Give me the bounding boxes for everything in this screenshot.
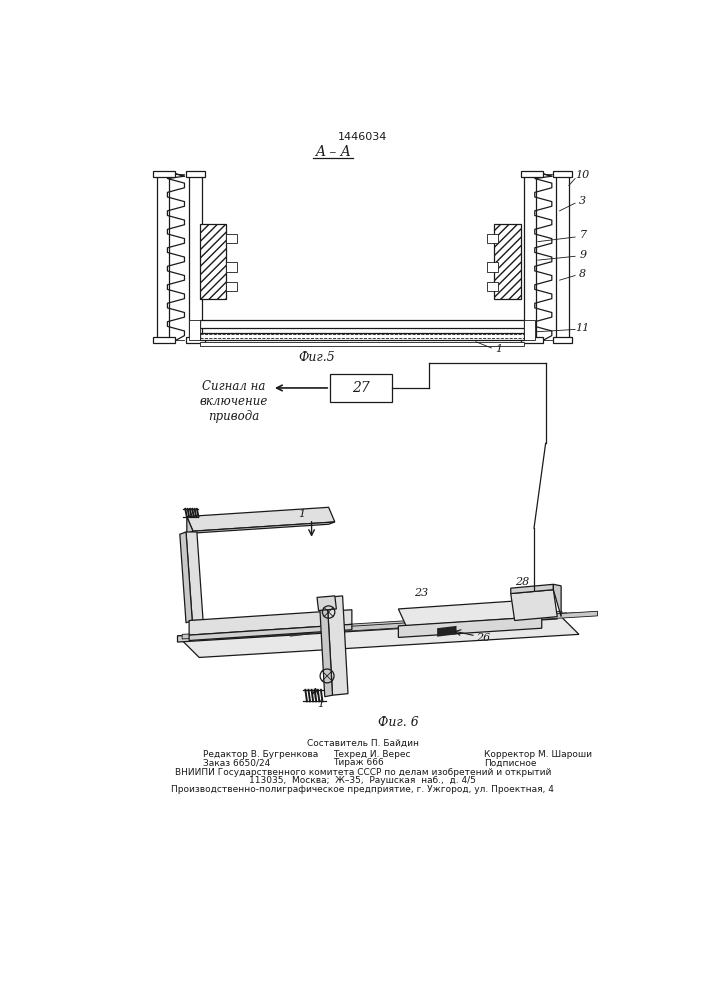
Polygon shape xyxy=(398,600,542,626)
Polygon shape xyxy=(187,507,335,531)
Text: Фиг. 6: Фиг. 6 xyxy=(378,716,419,729)
Text: 11: 11 xyxy=(575,323,590,333)
Polygon shape xyxy=(510,590,557,620)
Bar xyxy=(226,262,237,272)
Text: 9: 9 xyxy=(579,250,586,260)
Bar xyxy=(156,174,169,340)
Text: Заказ 6650/24: Заказ 6650/24 xyxy=(203,758,270,767)
Polygon shape xyxy=(182,611,562,639)
Text: Техред И. Верес: Техред И. Верес xyxy=(333,750,411,759)
Text: 7: 7 xyxy=(579,231,586,240)
Bar xyxy=(486,282,498,291)
Bar xyxy=(200,320,524,328)
Polygon shape xyxy=(180,532,192,623)
Polygon shape xyxy=(186,532,203,620)
Text: 1: 1 xyxy=(496,344,503,354)
Text: Производственно-полиграфическое предприятие, г. Ужгород, ул. Проектная, 4: Производственно-полиграфическое предприя… xyxy=(171,785,554,794)
Bar xyxy=(521,171,542,177)
Polygon shape xyxy=(218,611,597,639)
Polygon shape xyxy=(177,613,579,657)
Bar xyxy=(494,224,521,299)
Polygon shape xyxy=(290,627,309,637)
Bar xyxy=(486,262,498,272)
Bar xyxy=(226,234,237,243)
Text: 1446034: 1446034 xyxy=(338,132,387,142)
Polygon shape xyxy=(320,597,332,697)
Polygon shape xyxy=(554,584,561,617)
Bar xyxy=(186,171,204,177)
Polygon shape xyxy=(189,624,352,641)
Text: Сигнал на
включение
привода: Сигнал на включение привода xyxy=(200,380,268,423)
Polygon shape xyxy=(327,596,348,695)
Polygon shape xyxy=(317,596,337,610)
Text: 1: 1 xyxy=(317,699,325,709)
Polygon shape xyxy=(398,617,542,637)
Text: 28: 28 xyxy=(515,577,530,587)
Text: 1: 1 xyxy=(299,509,306,519)
Text: Фиг.5: Фиг.5 xyxy=(298,351,335,364)
Bar xyxy=(524,174,537,340)
Bar xyxy=(200,224,226,299)
Polygon shape xyxy=(433,619,452,628)
Bar xyxy=(486,234,498,243)
Bar xyxy=(556,174,569,340)
Polygon shape xyxy=(187,522,335,533)
Text: 27: 27 xyxy=(352,381,370,395)
Text: 113035,  Москва;  Ж–35,  Раушская  наб.,  д. 4/5: 113035, Москва; Ж–35, Раушская наб., д. … xyxy=(250,776,476,785)
Bar xyxy=(153,171,175,177)
Bar xyxy=(189,320,200,340)
Bar xyxy=(186,337,204,343)
Bar xyxy=(554,171,572,177)
Text: Корректор М. Шароши: Корректор М. Шароши xyxy=(484,750,592,759)
Polygon shape xyxy=(189,610,352,635)
Bar xyxy=(200,342,524,346)
Bar xyxy=(200,333,524,340)
Text: Редактор В. Бугренкова: Редактор В. Бугренкова xyxy=(203,750,318,759)
Polygon shape xyxy=(187,517,193,548)
Polygon shape xyxy=(510,584,554,594)
Text: ВНИИПИ Государственного комитета СССР по делам изобретений и открытий: ВНИИПИ Государственного комитета СССР по… xyxy=(175,768,551,777)
Text: Подписное: Подписное xyxy=(484,758,536,767)
Text: 8: 8 xyxy=(579,269,586,279)
Bar xyxy=(153,337,175,343)
Text: 10: 10 xyxy=(575,170,590,180)
Text: 23: 23 xyxy=(414,588,428,598)
Text: 3: 3 xyxy=(579,196,586,206)
Text: Тираж 666: Тираж 666 xyxy=(333,758,384,767)
Bar xyxy=(330,374,392,402)
Bar xyxy=(554,337,572,343)
Polygon shape xyxy=(437,626,457,637)
Bar xyxy=(226,282,237,291)
Bar xyxy=(524,320,534,340)
Bar xyxy=(189,174,201,340)
Bar xyxy=(521,337,542,343)
Polygon shape xyxy=(177,613,557,642)
Text: Составитель П. Байдин: Составитель П. Байдин xyxy=(307,739,419,748)
Text: 26: 26 xyxy=(477,633,491,643)
Text: A – A: A – A xyxy=(315,145,351,159)
